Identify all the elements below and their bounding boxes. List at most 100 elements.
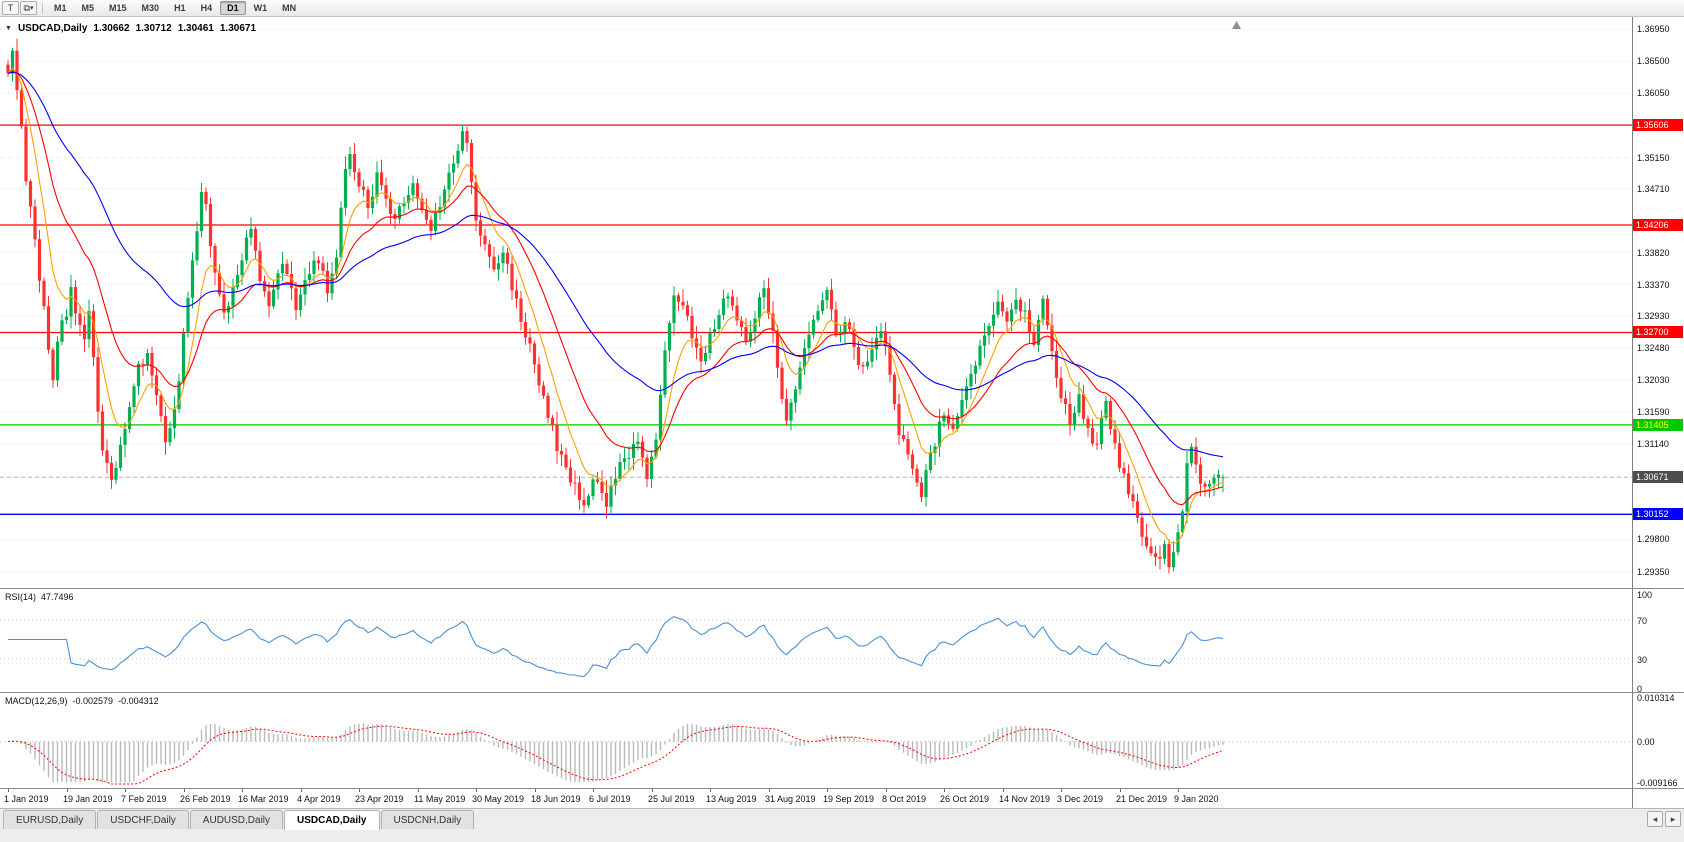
time-axis-tick [1061,789,1062,792]
macd-name: MACD(12,26,9) [5,696,68,706]
time-axis[interactable]: 1 Jan 2019 19 Jan 2019 7 Feb 2019 26 Feb 20… [0,788,1684,808]
rsi-label: RSI(14) 47.7496 [5,592,74,602]
timeframe-m5-button[interactable]: M5 [81,3,95,13]
time-axis-label: 13 Aug 2019 [706,794,757,804]
price-axis-label: 1.32480 [1637,343,1670,353]
price-axis-label: 1.36950 [1637,24,1670,34]
bar-low-value: 1.30461 [177,23,214,34]
timeframe-d1-button[interactable]: D1 [220,1,246,15]
macd-axis-label: -0.009166 [1637,778,1678,788]
timeframe-m1-button[interactable]: M1 [54,3,67,13]
time-axis-label: 25 Jul 2019 [648,794,695,804]
time-axis-tick [710,789,711,792]
chart-tab-audusd[interactable]: AUDUSD,Daily [189,810,284,829]
tab-scroll-right-button[interactable]: ▸ [1665,811,1681,827]
timeframe-w1-button[interactable]: W1 [253,3,268,13]
timeframe-h1-button[interactable]: H1 [174,3,186,13]
dropdown-caret-icon: ▾ [29,5,34,12]
rsi-axis-label: 100 [1637,590,1653,600]
price-axis-label: 1.31140 [1637,439,1669,449]
tab-scroll-left-button[interactable]: ◂ [1647,811,1663,827]
timeframe-m30-button[interactable]: M30 [141,3,160,13]
time-axis-tick [1178,789,1179,792]
bar-close-value: 1.30671 [219,23,257,34]
timeframe-group: M1 M5 M15 M30 H1 H4 D1 W1 MN [47,1,304,15]
chart-tab-usdchf[interactable]: USDCHF,Daily [97,810,189,829]
price-axis-label: 1.35150 [1637,153,1670,163]
price-axis-label: 1.36500 [1637,56,1670,66]
tab-scroll-buttons: ◂ ▸ [1647,811,1681,827]
time-axis-label: 18 Jun 2019 [531,794,581,804]
time-axis-label: 26 Feb 2019 [180,794,231,804]
bid-price-badge: 1.30671 [1633,471,1683,483]
time-axis-tick [476,789,477,792]
price-line-badge: 1.35606 [1633,119,1683,131]
time-axis-label: 11 May 2019 [414,794,466,804]
time-axis-label: 31 Aug 2019 [765,794,816,804]
time-axis-label: 3 Dec 2019 [1057,794,1104,804]
time-axis-label: 9 Jan 2020 [1174,794,1219,804]
time-axis-tick [1003,789,1004,792]
time-axis-label: 16 Mar 2019 [238,794,289,804]
macd-axis-label: 0.010314 [1637,693,1675,703]
time-axis-tick [242,789,243,792]
price-line-badge: 1.34206 [1633,219,1683,231]
time-axis-tick [125,789,126,792]
macd-panel[interactable]: MACD(12,26,9) -0.002579 -0.004312 0.0103… [0,692,1684,788]
chart-menu-arrow-icon[interactable]: ▼ [5,25,12,32]
rsi-axis-label: 70 [1637,616,1648,626]
bar-open-value: 1.30662 [93,23,130,34]
windows-icon: ⧉ [23,2,30,13]
price-axis-label: 1.31590 [1637,407,1670,417]
time-axis-tick [184,789,185,792]
rsi-panel[interactable]: RSI(14) 47.7496 100 70 30 0 [0,588,1684,692]
time-axis-label: 19 Jan 2019 [63,794,113,804]
chart-tabs: EURUSD,Daily USDCHF,Daily AUDUSD,Daily USDC… [3,810,475,830]
time-axis-label: 7 Feb 2019 [121,794,167,804]
candlestick-chart [0,21,1632,574]
time-axis-tick [593,789,594,792]
timeframe-h4-button[interactable]: H4 [200,3,213,13]
time-axis-tick [359,789,360,792]
chart-tab-usdcnh[interactable]: USDCNH,Daily [380,810,475,829]
chart-tab-usdcad[interactable]: USDCAD,Daily [284,810,380,830]
bar-high-value: 1.30712 [135,23,172,34]
time-axis-label: 21 Dec 2019 [1116,794,1168,804]
time-axis-label: 30 May 2019 [472,794,525,804]
time-axis-label: 8 Oct 2019 [882,794,927,804]
time-axis-label: 19 Sep 2019 [823,794,875,804]
time-axis-tick [8,789,9,792]
price-line-badge: 1.32700 [1633,326,1683,338]
time-axis-tick [67,789,68,792]
time-axis-tick [418,789,419,792]
macd-main-value: -0.002579 [72,696,114,706]
price-line-badge: 1.31405 [1633,419,1683,431]
toolbar: T ⧉ ▾ M1 M5 M15 M30 H1 H4 D1 W1 MN [0,0,1684,17]
price-axis-label: 1.29800 [1637,534,1670,544]
text-tool-button[interactable]: T [2,1,19,15]
time-axis-label: 1 Jan 2019 [4,794,49,804]
timeframe-mn-button[interactable]: MN [282,3,297,13]
time-axis-tick [886,789,887,792]
time-axis-label: 23 Apr 2019 [355,794,404,804]
main-chart-panel[interactable]: ▼ USDCAD,Daily 1.30662 1.30712 1.30461 1… [0,17,1684,588]
rsi-plot [0,615,1632,678]
time-axis-label: 4 Apr 2019 [297,794,341,804]
time-axis-tick [827,789,828,792]
chart-title: ▼ USDCAD,Daily 1.30662 1.30712 1.30461 1… [5,23,256,34]
time-axis-label: 6 Jul 2019 [589,794,631,804]
timeframe-m15-button[interactable]: M15 [109,3,127,13]
toolbar-separator [42,2,43,14]
chart-tab-bar: EURUSD,Daily USDCHF,Daily AUDUSD,Daily USDC… [0,808,1684,842]
time-axis-label: 14 Nov 2019 [999,794,1051,804]
price-line-badge: 1.30152 [1633,508,1683,520]
rsi-axis-label: 0 [1637,684,1643,692]
time-axis-tick [535,789,536,792]
price-axis-label: 1.32930 [1637,311,1670,321]
chart-tab-eurusd[interactable]: EURUSD,Daily [3,810,97,829]
chart-symbol-period: USDCAD,Daily [17,23,88,34]
price-axis-label: 1.33370 [1637,280,1670,290]
time-axis-tick [652,789,653,792]
macd-axis-label: 0.00 [1637,737,1655,747]
chart-windows-button[interactable]: ⧉ ▾ [20,1,37,15]
